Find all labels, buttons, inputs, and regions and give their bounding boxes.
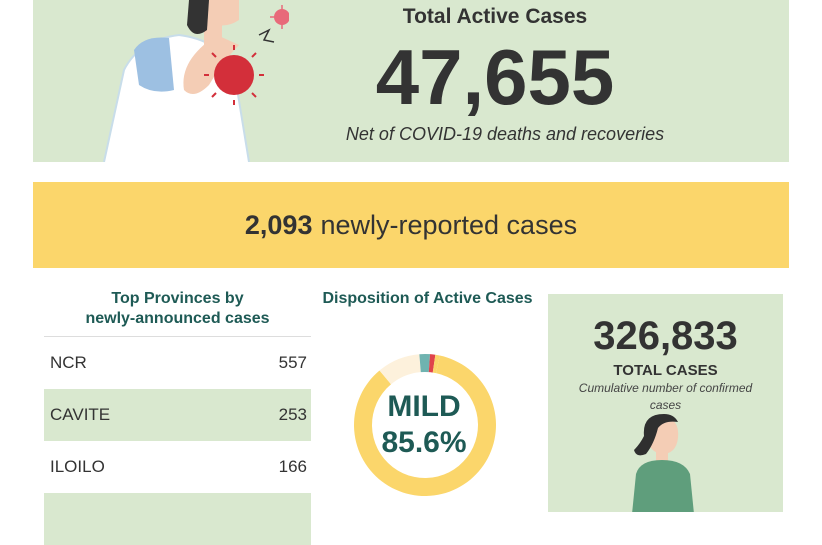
donut-slice [379, 354, 421, 385]
active-cases-panel: Total Active Cases 47,655 Net of COVID-1… [33, 0, 789, 162]
provinces-title-line1: Top Provinces by [111, 290, 244, 307]
donut-slice [432, 354, 440, 374]
new-cases-number: 2,093 [244, 209, 313, 240]
new-cases-label: newly-reported cases [320, 209, 578, 240]
donut-center-label-line2: 85.6% [381, 426, 467, 459]
province-name: ILOILO [50, 457, 105, 476]
active-cases-title: Total Active Cases [402, 5, 588, 28]
table-row: NCR 557 [44, 337, 311, 389]
total-cases-label: TOTAL CASES [613, 362, 718, 379]
table-row: ILOILO 166 [44, 441, 311, 493]
active-cases-subtitle: Net of COVID-19 deaths and recoveries [345, 124, 665, 144]
donut-center-label-line1: MILD [387, 390, 461, 423]
person-illustration [632, 414, 694, 512]
table-row [44, 493, 311, 545]
donut-center-label: MILD 85.6% [338, 389, 510, 461]
active-cases-number: 47,655 [375, 33, 615, 121]
total-cases-panel: 326,833 TOTAL CASES Cumulative number of… [548, 294, 783, 512]
table-row: CAVITE 253 [44, 389, 311, 441]
province-name: NCR [50, 353, 87, 372]
donut-slice [428, 354, 436, 373]
province-value: 166 [278, 457, 307, 476]
province-value: 253 [278, 405, 307, 424]
province-name: CAVITE [50, 405, 111, 424]
disposition-title: Disposition of Active Cases [322, 290, 533, 307]
coughing-person-illustration [103, 0, 289, 162]
donut-slice [419, 354, 431, 373]
total-cases-subtitle: Cumulative number of confirmed cases [578, 381, 753, 412]
new-cases-banner: 2,093 newly-reported cases [33, 182, 789, 268]
provinces-table: NCR 557 CAVITE 253 ILOILO 166 [44, 336, 311, 545]
province-value: 557 [278, 353, 307, 372]
provinces-title: Top Provinces by newly-announced cases [44, 289, 311, 329]
provinces-title-line2: newly-announced cases [85, 310, 270, 327]
disposition-donut-chart [354, 354, 496, 497]
total-cases-number: 326,833 [593, 314, 738, 358]
